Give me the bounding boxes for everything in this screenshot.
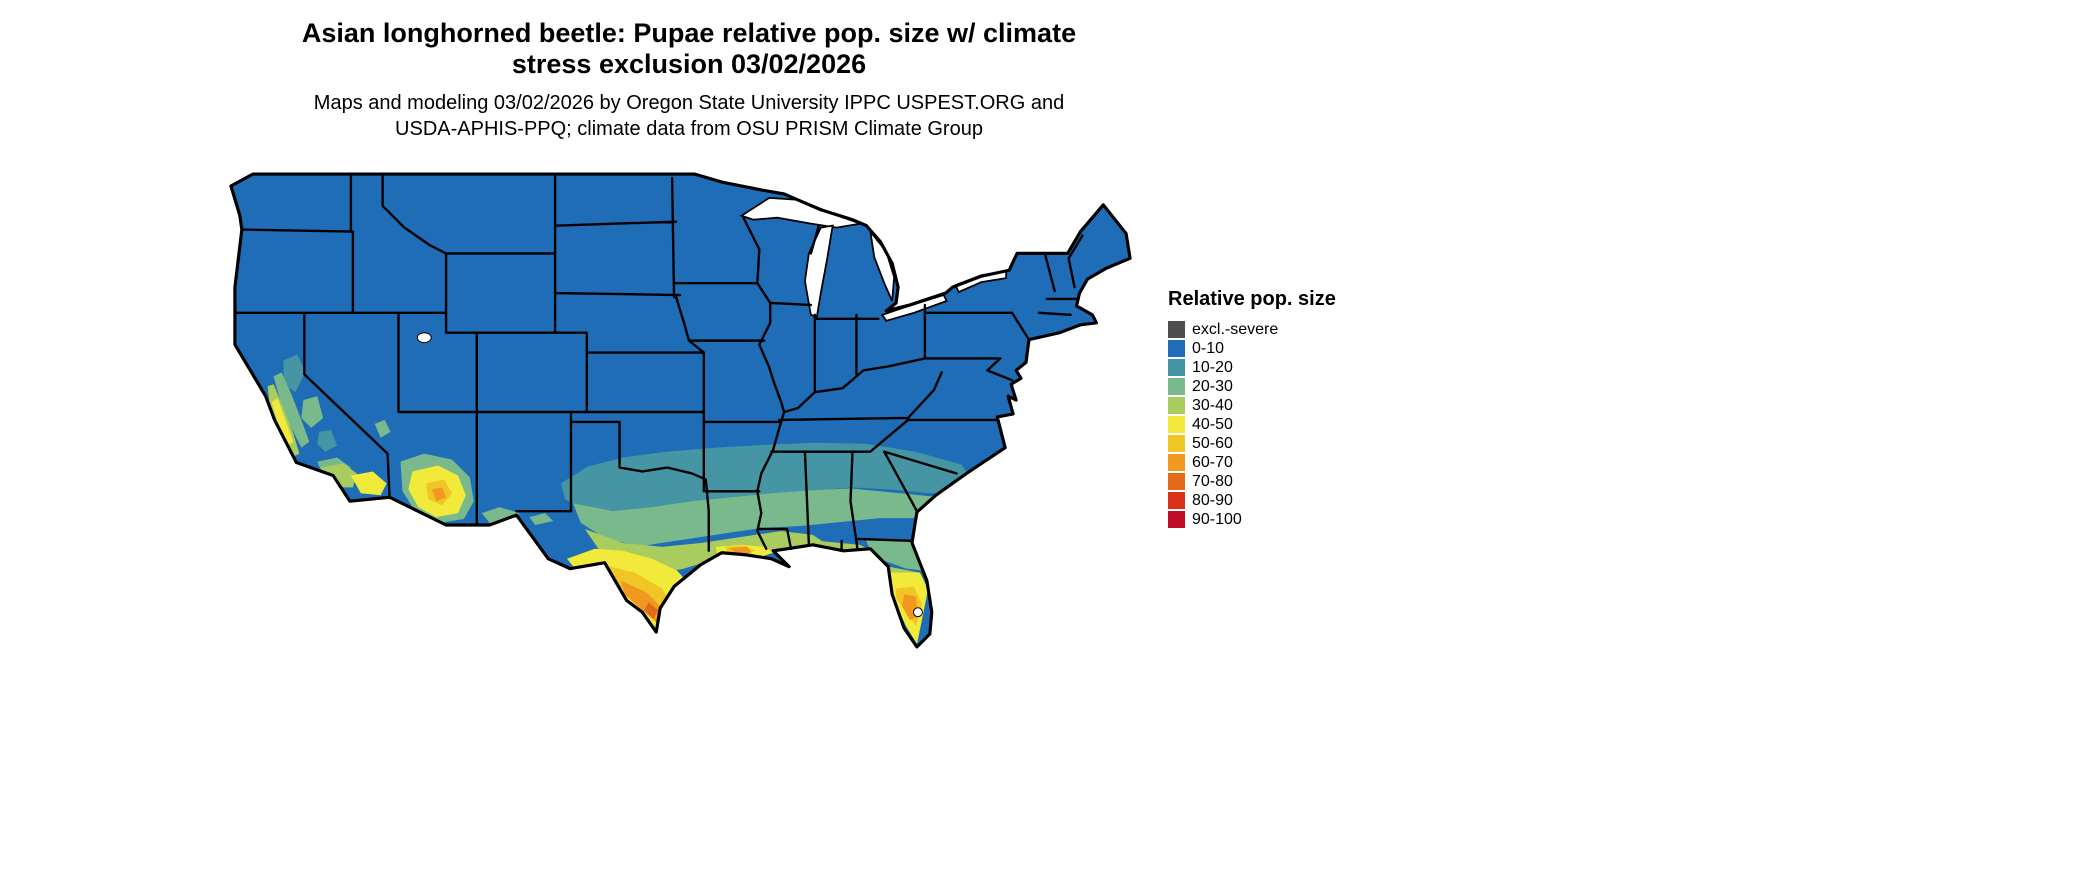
legend-item: 60-70 (1168, 453, 1388, 472)
state-borders (233, 172, 1084, 552)
page-title-line1: Asian longhorned beetle: Pupae relative … (301, 18, 1077, 48)
legend-item: 70-80 (1168, 472, 1388, 491)
legend-item: 0-10 (1168, 339, 1388, 358)
legend-label: excl.-severe (1192, 321, 1279, 338)
legend-item: 80-90 (1168, 491, 1388, 510)
map-region-10-20 (283, 354, 306, 393)
legend-item: 30-40 (1168, 396, 1388, 415)
map-region-20-30 (865, 538, 924, 571)
legend-swatch (1168, 321, 1185, 338)
legend-item: 50-60 (1168, 434, 1388, 453)
page-subtitle-line2: USDA-APHIS-PPQ; climate data from OSU PR… (395, 118, 983, 140)
legend-item: 90-100 (1168, 510, 1388, 529)
legend-item: 20-30 (1168, 377, 1388, 396)
legend-swatch (1168, 378, 1185, 395)
legend-item: excl.-severe (1168, 320, 1388, 339)
lake-superior (739, 196, 864, 229)
lake-okeechobee (912, 607, 923, 618)
map-region-20-30 (572, 488, 965, 546)
page-subtitle-line1: Maps and modeling 03/02/2026 by Oregon S… (313, 92, 1065, 114)
legend-swatch (1168, 397, 1185, 414)
legend-swatch (1168, 511, 1185, 528)
page-subtitle: Maps and modeling 03/02/2026 by Oregon S… (0, 90, 1378, 142)
legend-label: 50-60 (1192, 435, 1233, 452)
great-salt-lake (416, 332, 432, 344)
legend-swatch (1168, 454, 1185, 471)
us-outline (229, 172, 1132, 649)
legend-label: 20-30 (1192, 378, 1233, 395)
legend-label: 40-50 (1192, 416, 1233, 433)
page-title-line2: stress exclusion 03/02/2026 (511, 49, 867, 79)
legend-label: 80-90 (1192, 492, 1233, 509)
us-choropleth-map (226, 164, 1138, 660)
legend-label: 70-80 (1192, 473, 1233, 490)
legend-label: 30-40 (1192, 397, 1233, 414)
legend-swatch (1168, 340, 1185, 357)
map-region-20-30 (301, 396, 324, 428)
map-region-10-20 (561, 442, 972, 518)
map-region-20-30 (273, 372, 310, 448)
legend-swatch (1168, 473, 1185, 490)
legend-label: 10-20 (1192, 359, 1233, 376)
map-region-60-70 (432, 487, 447, 502)
legend-item: 10-20 (1168, 358, 1388, 377)
legend-label: 0-10 (1192, 340, 1225, 357)
map-region-20-30 (529, 513, 554, 526)
legend-swatch (1168, 435, 1185, 452)
legend-label: 90-100 (1192, 511, 1242, 528)
map-region-70-80 (644, 602, 659, 620)
legend-item: 40-50 (1168, 415, 1388, 434)
legend-title: Relative pop. size (1168, 288, 1336, 310)
legend-swatch (1168, 492, 1185, 509)
legend-swatch (1168, 359, 1185, 376)
us-map-svg (229, 172, 1132, 649)
legend: Relative pop. size excl.-severe 0-10 10-… (1168, 288, 1388, 529)
map-region-40-50 (271, 398, 294, 446)
legend-swatch (1168, 416, 1185, 433)
map-region-20-30 (374, 419, 391, 438)
page-title: Asian longhorned beetle: Pupae relative … (0, 18, 1378, 80)
map-region-60-70 (729, 546, 752, 554)
map-region-40-50 (350, 471, 387, 496)
map-region-10-20 (317, 429, 338, 452)
legend-label: 60-70 (1192, 454, 1233, 471)
